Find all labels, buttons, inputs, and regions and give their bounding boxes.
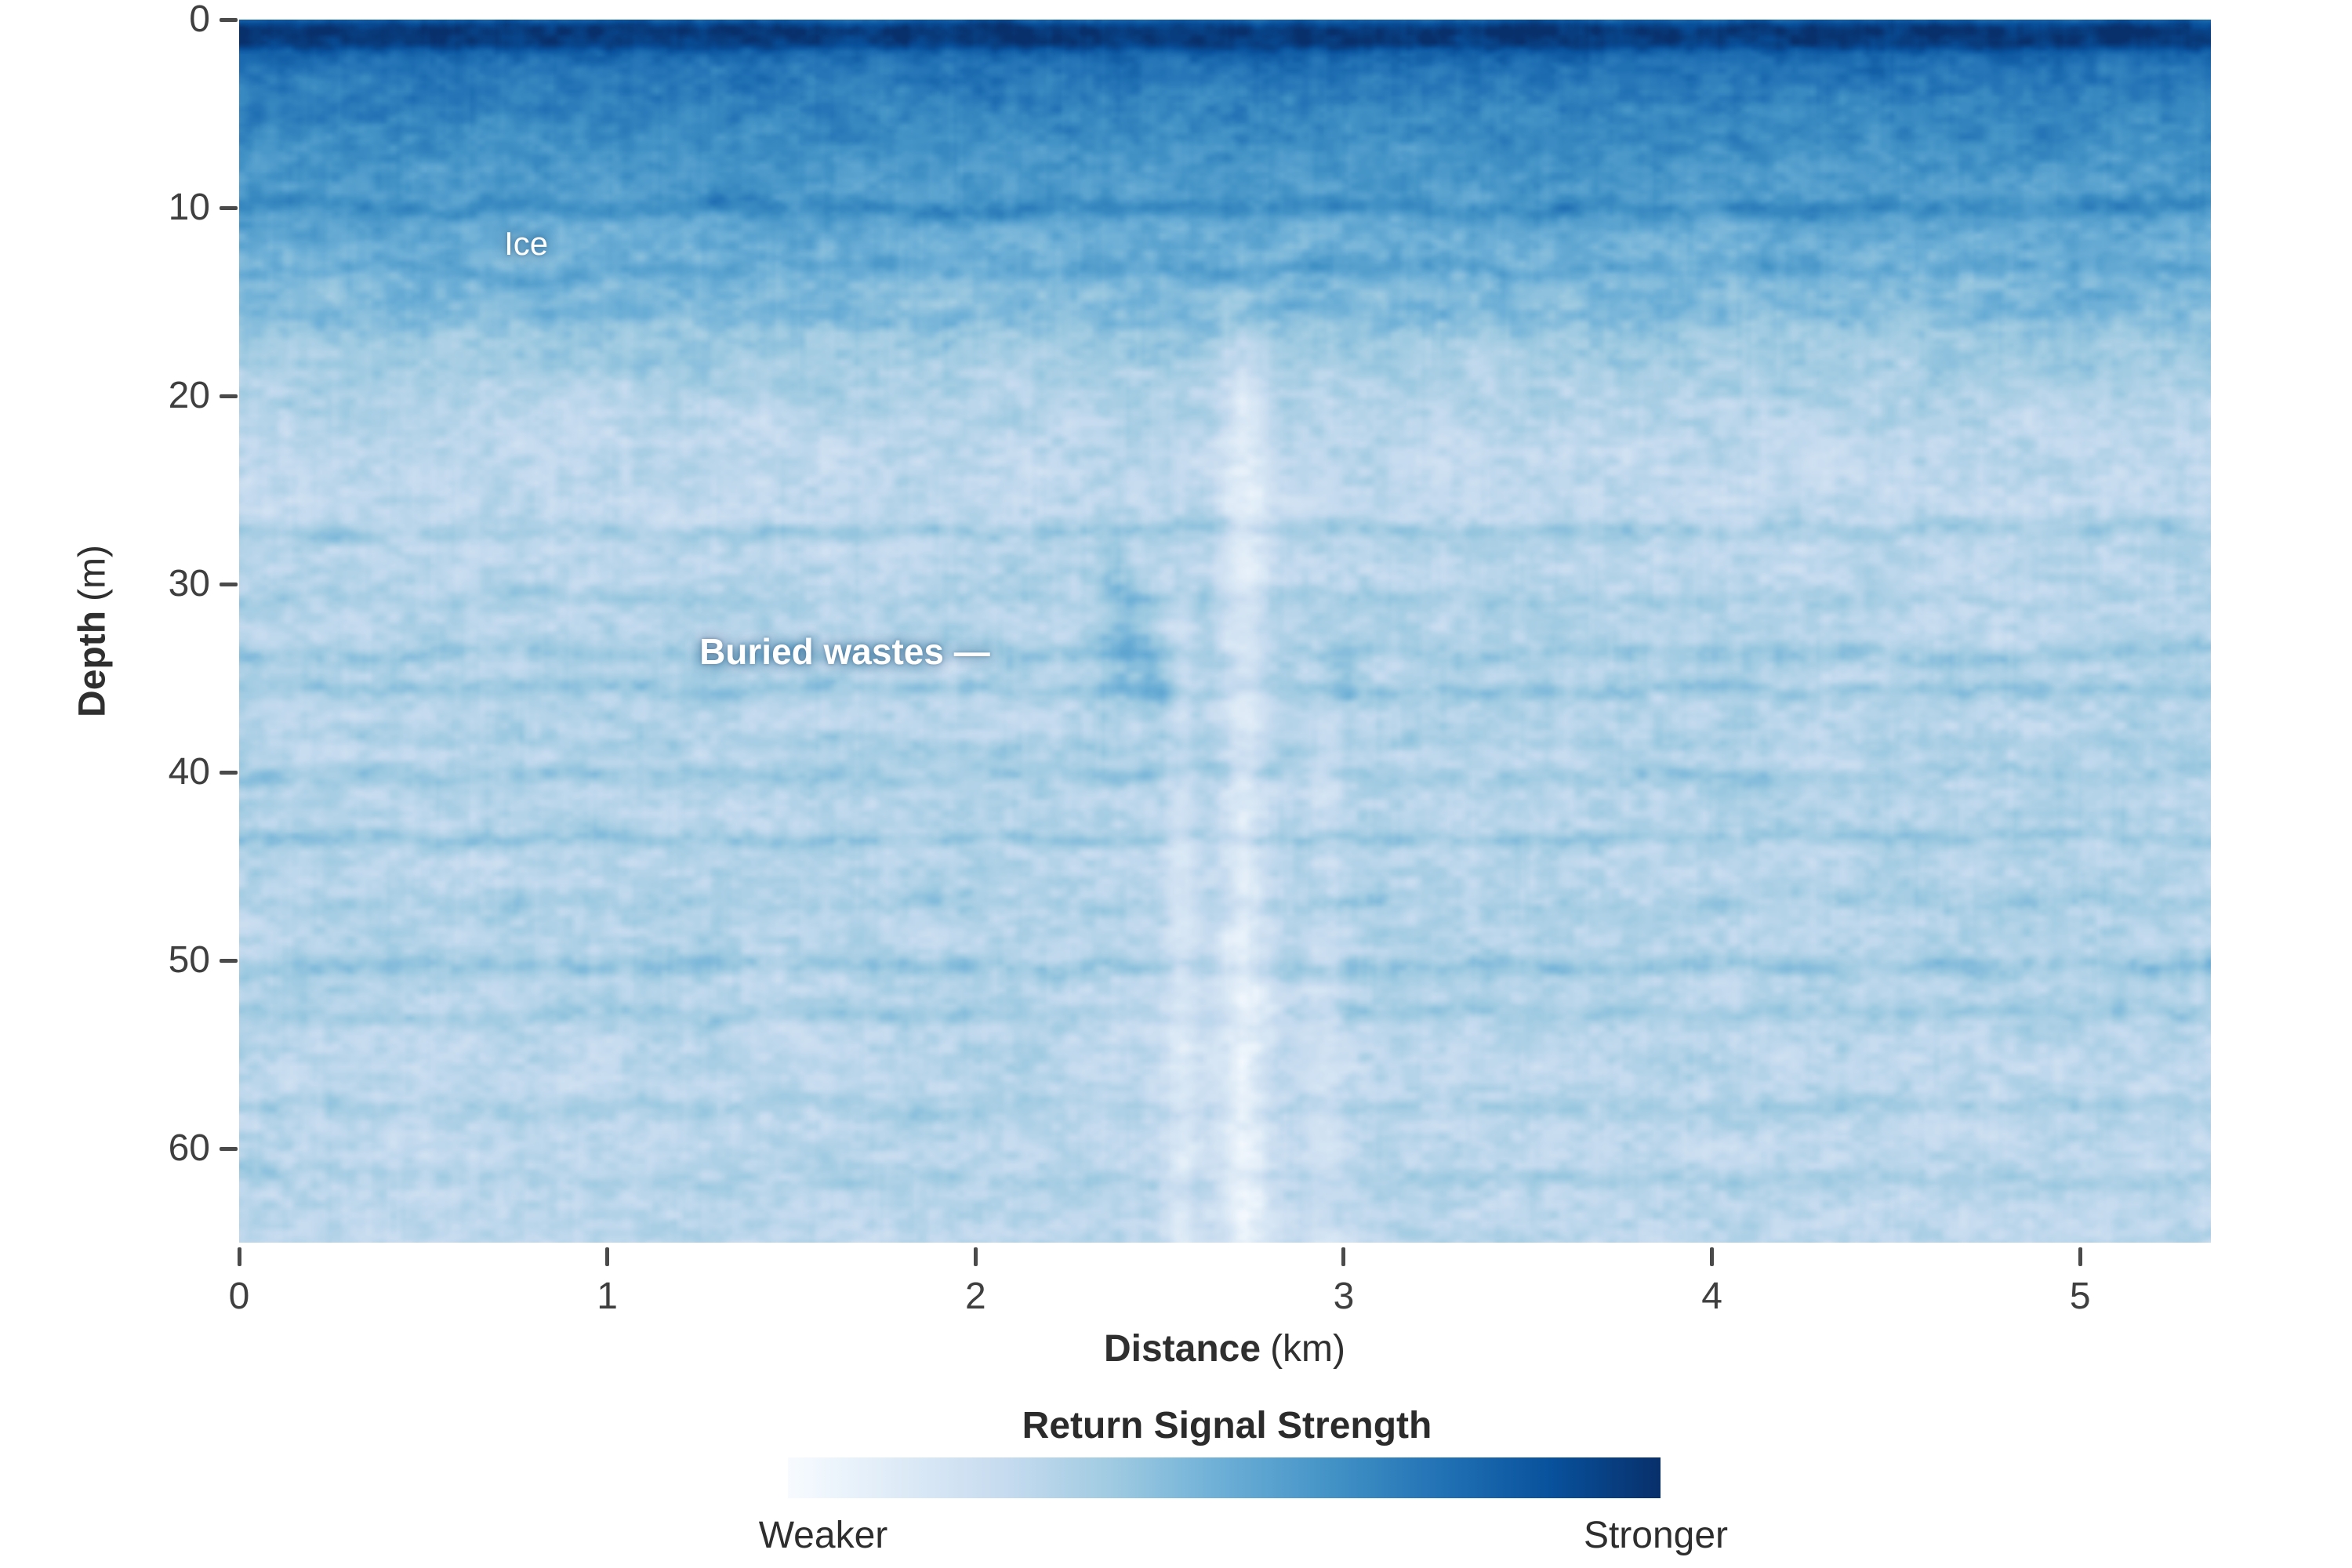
legend-colorbar [788, 1457, 1661, 1498]
x-tick-mark [237, 1247, 241, 1266]
y-tick-mark [220, 1146, 238, 1151]
x-tick-mark [973, 1247, 978, 1266]
legend-max-label: Stronger [1583, 1515, 1729, 1556]
legend-min-label: Weaker [758, 1515, 888, 1556]
x-tick-label: 2 [964, 1276, 986, 1317]
x-tick-label: 3 [1333, 1276, 1355, 1317]
y-tick-mark [220, 394, 238, 398]
legend-title: Return Signal Strength [1022, 1405, 1432, 1446]
x-axis-title-unit: (km) [1270, 1328, 1346, 1370]
y-tick-mark [220, 205, 238, 210]
y-axis-title-name: Depth [71, 610, 114, 717]
x-tick-label: 5 [2069, 1276, 2091, 1317]
x-axis-title: Distance (km) [1104, 1327, 1345, 1370]
annotation-buried-wastes: Buried wastes — [699, 631, 990, 673]
x-tick-mark [605, 1247, 610, 1266]
x-tick-mark [2078, 1247, 2082, 1266]
x-tick-label: 0 [228, 1276, 250, 1317]
y-axis-title: Depth (m) [71, 545, 114, 717]
x-tick-mark [1341, 1247, 1346, 1266]
y-tick-mark [220, 770, 238, 775]
y-tick-label: 10 [168, 187, 210, 228]
x-axis-title-name: Distance [1103, 1328, 1261, 1370]
y-tick-label: 0 [189, 0, 210, 40]
y-tick-mark [220, 582, 238, 586]
y-tick-mark [220, 958, 238, 963]
radargram-heatmap-canvas [239, 20, 2211, 1243]
y-tick-label: 60 [168, 1127, 210, 1169]
y-tick-label: 20 [168, 375, 210, 416]
annotation-ice: Ice [504, 224, 549, 262]
y-tick-mark [220, 17, 238, 22]
y-axis-title-unit: (m) [71, 545, 114, 601]
x-tick-label: 4 [1701, 1276, 1722, 1317]
x-tick-label: 1 [597, 1276, 618, 1317]
y-tick-label: 50 [168, 939, 210, 981]
y-tick-label: 40 [168, 751, 210, 793]
y-tick-label: 30 [168, 563, 210, 604]
x-tick-mark [1710, 1247, 1715, 1266]
